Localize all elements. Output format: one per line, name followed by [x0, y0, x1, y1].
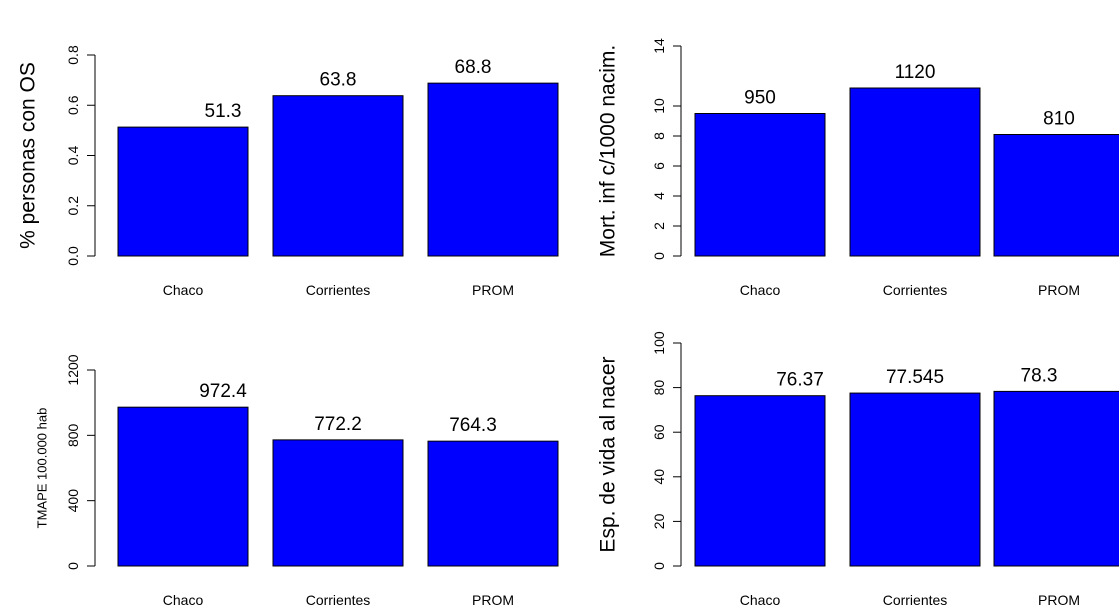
y-axis-label: Mort. inf c/1000 nacim. [597, 45, 620, 257]
y-tick-label: 4 [651, 192, 667, 200]
bar [695, 114, 825, 257]
y-tick-label: 800 [65, 423, 81, 447]
y-tick-label: 60 [651, 424, 667, 440]
y-tick-label: 80 [651, 380, 667, 396]
bar [118, 407, 248, 566]
bar [994, 135, 1119, 257]
category-label: Chaco [740, 282, 781, 298]
data-label: 772.2 [314, 414, 362, 435]
category-label: Chaco [163, 592, 204, 608]
data-label: 764.3 [449, 415, 497, 436]
y-tick-label: 0 [651, 252, 667, 260]
y-tick-label: 40 [651, 469, 667, 485]
data-label: 68.8 [455, 57, 492, 78]
chart-panel-4: 0 20 40 60 80 100 Esp. de vida al nacer 76.37 Ch… [597, 331, 1119, 608]
y-tick-label: 0.4 [65, 146, 81, 166]
bar [850, 88, 980, 256]
category-label: PROM [472, 592, 514, 608]
category-label: Corrientes [883, 592, 948, 608]
category-label: Chaco [163, 282, 204, 298]
y-tick-label: 0 [65, 562, 81, 570]
y-tick-label: 10 [651, 98, 667, 114]
data-label: 810 [1043, 109, 1075, 130]
y-tick-label: 100 [651, 331, 667, 355]
data-label: 950 [744, 88, 776, 109]
category-label: PROM [1038, 282, 1080, 298]
y-tick-label: 2 [651, 222, 667, 230]
bar [428, 83, 558, 256]
bar [273, 440, 403, 566]
y-axis-label: Esp. de vida al nacer [597, 356, 620, 552]
data-label: 78.3 [1021, 365, 1058, 386]
bar [428, 441, 558, 566]
bar [994, 391, 1119, 566]
category-label: PROM [1038, 592, 1080, 608]
y-tick-label: 8 [651, 132, 667, 140]
bar [273, 96, 403, 256]
bar [695, 396, 825, 566]
data-label: 76.37 [776, 370, 824, 391]
y-tick-label: 0.6 [65, 95, 81, 115]
chart-panel-3: 0 400 800 1200 TMAPE 100.000 hab 972.4 Chaco 77… [35, 354, 559, 608]
y-axis-label: % personas con OS [17, 62, 40, 249]
data-label: 63.8 [320, 70, 357, 91]
category-label: Corrientes [306, 282, 371, 298]
y-axis-label: TMAPE 100.000 hab [35, 408, 50, 529]
y-tick-label: 0.2 [65, 196, 81, 216]
category-label: PROM [472, 282, 514, 298]
data-label: 1120 [895, 62, 936, 83]
y-tick-label: 0.0 [65, 246, 81, 266]
y-tick-label: 0.8 [65, 45, 81, 65]
data-label: 51.3 [205, 101, 242, 122]
y-tick-label: 14 [651, 38, 667, 54]
bar [850, 393, 980, 566]
bar [118, 127, 248, 256]
y-tick-label: 20 [651, 513, 667, 529]
y-tick-label: 1200 [65, 354, 81, 385]
y-tick-label: 0 [651, 562, 667, 570]
data-label: 77.545 [886, 367, 944, 388]
data-label: 972.4 [199, 381, 247, 402]
y-tick-label: 6 [651, 162, 667, 170]
category-label: Corrientes [306, 592, 371, 608]
y-tick-label: 400 [65, 489, 81, 513]
chart-panel-1: 0.0 0.2 0.4 0.6 0.8 % personas con OS 51.3 Chac… [17, 45, 559, 298]
category-label: Corrientes [883, 282, 948, 298]
category-label: Chaco [740, 592, 781, 608]
